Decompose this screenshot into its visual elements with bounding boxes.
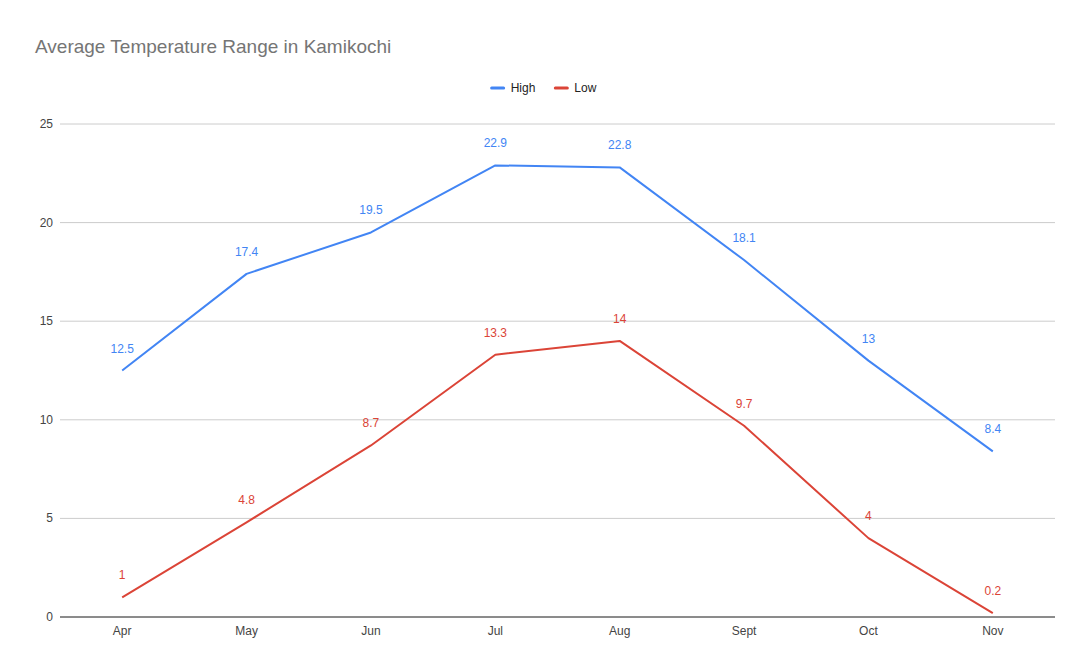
plot-marks — [122, 165, 993, 613]
grid-line — [60, 124, 1055, 125]
grid-line — [60, 518, 1055, 519]
x-axis-line — [60, 617, 1055, 618]
y-tick-label: 15 — [40, 314, 54, 328]
x-tick-label: Nov — [982, 624, 1003, 638]
grid-line — [60, 617, 1055, 618]
x-tick-label: Oct — [859, 624, 878, 638]
data-label: 13 — [862, 332, 876, 346]
background — [0, 0, 1088, 672]
data-labels: 12.5 17.4 19.5 22.9 22.8 18.1 13 8.4 1 4.8 8.7 13.3… — [111, 136, 1002, 598]
data-label: 4 — [865, 509, 872, 523]
data-label: 22.9 — [484, 136, 508, 150]
data-label: 13.3 — [484, 326, 508, 340]
grid-line — [60, 321, 1055, 322]
chart-title: Average Temperature Range in Kamikochi — [35, 36, 391, 57]
data-label: 17.4 — [235, 245, 259, 259]
data-label: 12.5 — [111, 342, 135, 356]
legend-swatch — [492, 87, 504, 90]
data-label: 8.4 — [984, 422, 1001, 436]
series-line — [122, 341, 993, 613]
y-tick-label: 25 — [40, 117, 54, 131]
data-label: 1 — [119, 568, 126, 582]
chart-svg: Average Temperature Range in Kamikochi 0 5… — [0, 0, 1088, 672]
series-line — [122, 165, 993, 451]
data-label: 4.8 — [238, 493, 255, 507]
data-label: 8.7 — [363, 416, 380, 430]
x-tick-label: May — [235, 624, 258, 638]
x-tick-label: Aug — [609, 624, 630, 638]
data-label: 22.8 — [608, 138, 632, 152]
x-tick-label: Sept — [732, 624, 757, 638]
x-tick-label: Jun — [361, 624, 380, 638]
legend-label: High — [511, 81, 536, 95]
data-label: 18.1 — [732, 231, 756, 245]
data-label: 0.2 — [984, 584, 1001, 598]
chart-container: Average Temperature Range in Kamikochi 0 5… — [0, 0, 1088, 672]
legend-label: Low — [574, 81, 596, 95]
data-label: 19.5 — [359, 203, 383, 217]
grid-line — [60, 419, 1055, 420]
x-tick-label: Apr — [113, 624, 132, 638]
data-label: 9.7 — [736, 397, 753, 411]
x-tick-label: Jul — [488, 624, 503, 638]
y-tick-label: 10 — [40, 413, 54, 427]
y-tick-label: 5 — [46, 511, 53, 525]
y-tick-label: 20 — [40, 216, 54, 230]
y-tick-label: 0 — [46, 610, 53, 624]
legend: High Low — [492, 81, 597, 95]
data-label: 14 — [613, 312, 627, 326]
legend-swatch — [555, 87, 567, 90]
grid-line — [60, 222, 1055, 223]
